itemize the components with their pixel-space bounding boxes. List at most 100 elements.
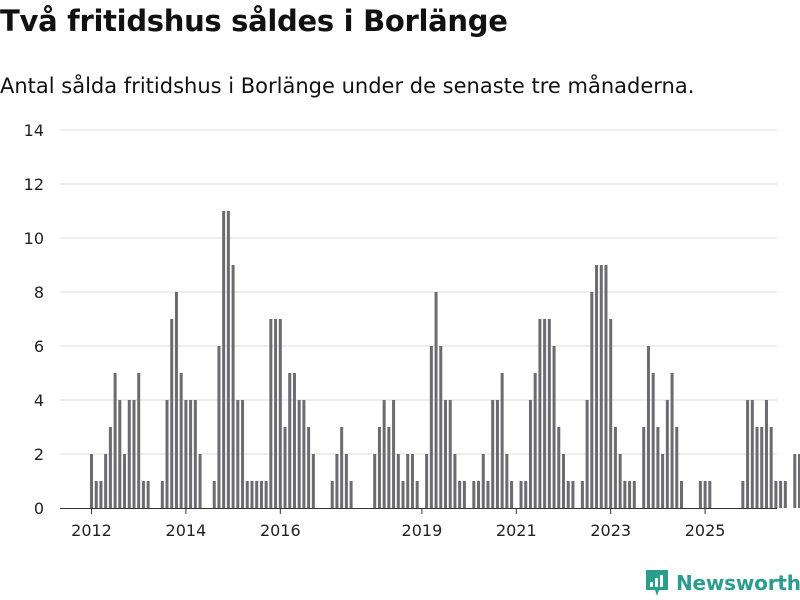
bar xyxy=(448,400,452,508)
x-tick-label: 2016 xyxy=(260,521,301,540)
y-tick-label: 4 xyxy=(34,391,44,410)
y-tick-label: 10 xyxy=(24,229,44,248)
bar xyxy=(373,454,377,508)
bar xyxy=(245,481,249,508)
bar xyxy=(623,481,627,508)
bar xyxy=(755,427,759,508)
bar xyxy=(557,427,561,508)
y-tick-label: 12 xyxy=(24,175,44,194)
bar xyxy=(698,481,702,508)
y-tick-label: 8 xyxy=(34,283,44,302)
bar xyxy=(585,400,589,508)
bar xyxy=(764,400,768,508)
bar xyxy=(392,400,396,508)
bar xyxy=(179,373,183,508)
bar xyxy=(264,481,268,508)
bar xyxy=(255,481,259,508)
bar xyxy=(113,373,117,508)
bar xyxy=(562,454,565,508)
chart-title: Två fritidshus såldes i Borlänge xyxy=(0,4,508,38)
bar xyxy=(401,481,405,508)
bar xyxy=(425,454,429,508)
bar xyxy=(269,319,273,508)
bar xyxy=(278,319,282,508)
bar xyxy=(670,373,674,508)
bar xyxy=(590,292,594,508)
brand-footer: Newsworthy xyxy=(644,568,800,598)
bar xyxy=(453,454,457,508)
bar xyxy=(297,400,301,508)
bar xyxy=(595,265,599,508)
bar xyxy=(519,481,523,508)
bar xyxy=(212,481,216,508)
bar xyxy=(552,346,556,508)
chart-subtitle: Antal sålda fritidshus i Borlänge under … xyxy=(0,74,695,98)
bar xyxy=(524,481,528,508)
bar xyxy=(486,481,490,508)
bar xyxy=(439,346,443,508)
bar xyxy=(566,481,570,508)
bar xyxy=(231,265,235,508)
bar xyxy=(661,454,665,508)
bar xyxy=(642,427,646,508)
bar xyxy=(604,265,608,508)
bar xyxy=(651,373,655,508)
bar xyxy=(510,481,514,508)
bar xyxy=(618,454,622,508)
bar xyxy=(118,400,122,508)
bar xyxy=(311,454,315,508)
bar xyxy=(406,454,410,508)
bar xyxy=(274,319,278,508)
bar xyxy=(198,454,202,508)
bar xyxy=(123,454,127,508)
bar xyxy=(680,481,683,508)
bar xyxy=(189,400,193,508)
bar xyxy=(127,400,131,508)
bar-chart: 0246810121422012201420162019202120232025 xyxy=(24,121,800,540)
bar xyxy=(609,319,613,508)
bar xyxy=(99,481,103,508)
bar xyxy=(783,481,787,508)
bar xyxy=(505,454,509,508)
bar xyxy=(415,481,419,508)
bar xyxy=(599,265,603,508)
bar xyxy=(165,400,169,508)
bar xyxy=(444,400,447,508)
bar xyxy=(528,400,532,508)
bar xyxy=(226,211,230,508)
bar xyxy=(160,481,164,508)
bar xyxy=(335,454,339,508)
bar xyxy=(193,400,197,508)
bar xyxy=(434,292,438,508)
y-tick-label: 2 xyxy=(34,445,44,464)
bar xyxy=(141,481,145,508)
bar xyxy=(571,481,575,508)
bar xyxy=(646,346,650,508)
x-tick-label: 2012 xyxy=(71,521,112,540)
bar xyxy=(491,400,495,508)
bar xyxy=(241,400,245,508)
bar xyxy=(387,427,391,508)
bar xyxy=(613,427,617,508)
bar xyxy=(349,481,353,508)
bar xyxy=(217,346,221,508)
bar xyxy=(302,400,306,508)
newsworthy-logo-icon xyxy=(646,570,668,596)
bar xyxy=(410,454,414,508)
y-tick-label: 14 xyxy=(24,121,44,140)
bar xyxy=(174,292,178,508)
bar xyxy=(104,454,108,508)
bar xyxy=(462,481,466,508)
bar xyxy=(377,427,381,508)
bar xyxy=(94,481,98,508)
bar xyxy=(746,400,750,508)
bar xyxy=(774,481,778,508)
bar xyxy=(533,373,537,508)
bar xyxy=(184,400,188,508)
bar xyxy=(344,454,348,508)
bar xyxy=(628,481,632,508)
bar xyxy=(708,481,712,508)
bar xyxy=(330,481,334,508)
bar xyxy=(769,427,773,508)
bar xyxy=(222,211,226,508)
